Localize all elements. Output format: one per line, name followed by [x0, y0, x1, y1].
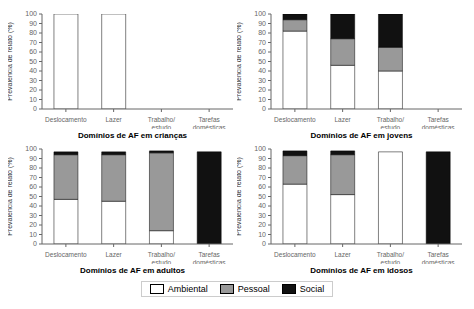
svg-text:Trabalho/estudo: Trabalho/estudo [377, 251, 404, 264]
html-text:Social: Social [299, 284, 325, 294]
svg-text:0: 0 [33, 105, 37, 112]
svg-text:80: 80 [258, 164, 266, 171]
svg-text:70: 70 [258, 174, 266, 181]
svg-text:60: 60 [29, 48, 37, 55]
html-text:Pessoal: Pessoal [237, 284, 270, 294]
html-text:Domínios de AF em jovens: Domínios de AF em jovens [310, 131, 413, 140]
svg-text:Lazer: Lazer [105, 251, 122, 258]
svg-text:50: 50 [258, 193, 266, 200]
svg-text:10: 10 [258, 96, 266, 103]
svg-text:30: 30 [29, 77, 37, 84]
svg-text:50: 50 [258, 58, 266, 65]
svg-text:40: 40 [258, 202, 266, 209]
svg-text:70: 70 [29, 39, 37, 46]
svg-text:80: 80 [258, 29, 266, 36]
svg-text:40: 40 [258, 67, 266, 74]
svg-text:20: 20 [29, 86, 37, 93]
svg-text:Prevalência de relato (%): Prevalência de relato (%) [237, 157, 243, 236]
svg-text:100: 100 [25, 145, 37, 152]
svg-text:60: 60 [29, 183, 37, 190]
svg-text:90: 90 [29, 155, 37, 162]
svg-text:70: 70 [258, 39, 266, 46]
svg-text:90: 90 [258, 155, 266, 162]
svg-text:10: 10 [29, 96, 37, 103]
svg-text:60: 60 [258, 48, 266, 55]
svg-text:Deslocamento: Deslocamento [45, 116, 87, 123]
svg-text:90: 90 [29, 20, 37, 27]
svg-text:40: 40 [29, 202, 37, 209]
svg-text:Prevalência de relato (%): Prevalência de relato (%) [8, 22, 14, 101]
svg-text:0: 0 [262, 105, 266, 112]
svg-text:10: 10 [258, 231, 266, 238]
svg-text:Lazer: Lazer [105, 116, 122, 123]
svg-text:Deslocamento: Deslocamento [274, 251, 316, 258]
svg-text:Trabalho/estudo: Trabalho/estudo [377, 116, 404, 129]
svg-text:20: 20 [29, 221, 37, 228]
svg-text:100: 100 [254, 145, 266, 152]
svg-text:Lazer: Lazer [334, 251, 351, 258]
svg-text:60: 60 [258, 183, 266, 190]
html-text:Domínios de AF em idosos: Domínios de AF em idosos [310, 266, 413, 275]
html-text:Ambiental: Ambiental [167, 284, 208, 294]
svg-text:20: 20 [258, 221, 266, 228]
svg-text:Lazer: Lazer [334, 116, 351, 123]
svg-text:0: 0 [33, 240, 37, 247]
svg-text:Prevalência de relato (%): Prevalência de relato (%) [8, 157, 14, 236]
html-text:Domínios de AF em adultos: Domínios de AF em adultos [80, 266, 185, 275]
svg-text:Tarefasdomésticas: Tarefasdomésticas [193, 251, 227, 264]
svg-text:30: 30 [258, 77, 266, 84]
svg-text:90: 90 [258, 20, 266, 27]
svg-text:40: 40 [29, 67, 37, 74]
svg-text:50: 50 [29, 193, 37, 200]
svg-text:Deslocamento: Deslocamento [45, 251, 87, 258]
svg-text:30: 30 [29, 212, 37, 219]
svg-text:100: 100 [25, 10, 37, 17]
svg-text:10: 10 [29, 231, 37, 238]
svg-text:80: 80 [29, 29, 37, 36]
svg-text:Deslocamento: Deslocamento [274, 116, 316, 123]
svg-text:Tarefasdomésticas: Tarefasdomésticas [422, 251, 456, 264]
svg-text:Trabalho/estudo: Trabalho/estudo [148, 251, 175, 264]
svg-text:50: 50 [29, 58, 37, 65]
svg-text:0: 0 [262, 240, 266, 247]
svg-text:100: 100 [254, 10, 266, 17]
svg-text:20: 20 [258, 86, 266, 93]
svg-text:30: 30 [258, 212, 266, 219]
svg-text:Prevalência de relato (%): Prevalência de relato (%) [237, 22, 243, 101]
svg-text:Trabalho/estudo: Trabalho/estudo [148, 116, 175, 129]
svg-text:Tarefasdomésticas: Tarefasdomésticas [422, 116, 456, 129]
svg-text:70: 70 [29, 174, 37, 181]
svg-text:80: 80 [29, 164, 37, 171]
svg-text:Tarefasdomésticas: Tarefasdomésticas [193, 116, 227, 129]
html-text:Domínios de AF em crianças: Domínios de AF em crianças [78, 131, 187, 140]
